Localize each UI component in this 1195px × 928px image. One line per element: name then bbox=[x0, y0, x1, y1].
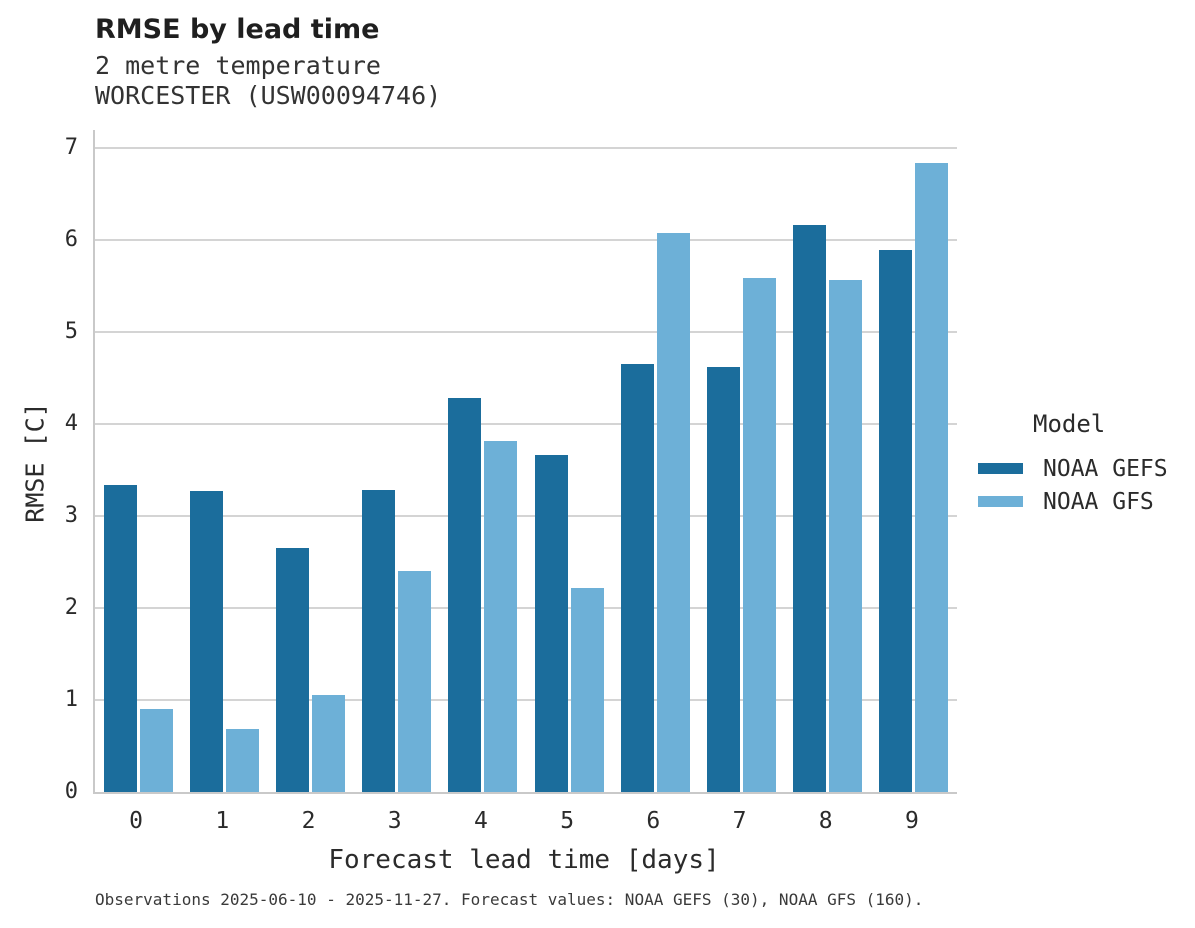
bar-noaa-gefs-lead-7 bbox=[707, 367, 741, 792]
x-axis-title: Forecast lead time [days] bbox=[328, 845, 720, 875]
bar-group-0 bbox=[95, 130, 181, 792]
gridline-y-2 bbox=[95, 607, 957, 610]
y-tick-label-5: 5 bbox=[64, 319, 78, 345]
chart-subtitle-station: WORCESTER (USW00094746) bbox=[95, 81, 442, 110]
gridline-y-6 bbox=[95, 239, 957, 242]
legend-entry-gfs: NOAA GFS bbox=[978, 485, 1168, 518]
bar-noaa-gfs-lead-6 bbox=[656, 232, 690, 792]
bar-noaa-gfs-lead-1 bbox=[225, 729, 259, 792]
bar-noaa-gefs-lead-0 bbox=[103, 484, 137, 792]
bar-group-6 bbox=[612, 130, 698, 792]
gridline-y-7 bbox=[95, 147, 957, 150]
x-tick-label-8: 8 bbox=[818, 808, 833, 834]
legend: Model NOAA GEFS NOAA GFS bbox=[978, 410, 1168, 518]
bar-noaa-gefs-lead-6 bbox=[620, 363, 654, 792]
bar-noaa-gfs-lead-8 bbox=[829, 279, 863, 792]
bar-noaa-gefs-lead-5 bbox=[534, 454, 568, 792]
legend-swatch-gefs bbox=[978, 463, 1023, 474]
bar-noaa-gefs-lead-1 bbox=[189, 491, 223, 792]
bar-noaa-gfs-lead-9 bbox=[915, 163, 949, 792]
x-tick-label-2: 2 bbox=[301, 808, 316, 834]
bar-noaa-gfs-lead-4 bbox=[484, 440, 518, 792]
x-tick-label-9: 9 bbox=[905, 808, 919, 834]
gridline-y-3 bbox=[95, 515, 957, 518]
x-tick-label-1: 1 bbox=[215, 808, 230, 834]
legend-label-gefs: NOAA GEFS bbox=[1043, 455, 1168, 482]
bar-noaa-gefs-lead-4 bbox=[448, 398, 482, 792]
bar-noaa-gefs-lead-8 bbox=[793, 224, 827, 792]
legend-entry-gefs: NOAA GEFS bbox=[978, 452, 1168, 485]
gridline-y-1 bbox=[95, 699, 957, 702]
bar-noaa-gefs-lead-2 bbox=[276, 548, 309, 792]
bar-noaa-gefs-lead-3 bbox=[362, 489, 396, 792]
x-tick-label-7: 7 bbox=[732, 808, 747, 834]
chart-subtitle-variable: 2 metre temperature bbox=[95, 51, 381, 80]
x-tick-label-5: 5 bbox=[560, 808, 575, 834]
y-tick-label-1: 1 bbox=[64, 687, 78, 713]
bar-group-1 bbox=[181, 130, 267, 792]
y-axis-title: RMSE [C] bbox=[20, 402, 50, 523]
bar-group-5 bbox=[526, 130, 612, 792]
bar-noaa-gefs-lead-9 bbox=[879, 249, 913, 792]
bar-group-9 bbox=[871, 130, 957, 792]
legend-title: Model bbox=[1033, 410, 1106, 438]
footnote-caption: Observations 2025-06-10 - 2025-11-27. Fo… bbox=[95, 890, 924, 909]
bar-group-7 bbox=[698, 130, 784, 792]
bar-groups bbox=[95, 130, 957, 792]
x-tick-label-3: 3 bbox=[387, 808, 402, 834]
bar-group-4 bbox=[440, 130, 526, 792]
gridline-y-5 bbox=[95, 331, 957, 334]
chart-title: RMSE by lead time bbox=[95, 14, 380, 45]
y-tick-label-2: 2 bbox=[64, 595, 78, 621]
bar-noaa-gfs-lead-2 bbox=[312, 695, 345, 792]
bar-noaa-gfs-lead-7 bbox=[743, 278, 777, 792]
bar-noaa-gfs-lead-3 bbox=[398, 571, 432, 792]
gridline-y-4 bbox=[95, 423, 957, 426]
legend-swatch-gfs bbox=[978, 496, 1023, 507]
bar-noaa-gfs-lead-0 bbox=[139, 709, 173, 792]
x-tick-label-0: 0 bbox=[129, 808, 144, 834]
y-tick-label-0: 0 bbox=[64, 779, 78, 804]
x-axis-ticks: 0 1 2 3 4 5 6 7 8 9 bbox=[93, 808, 955, 834]
bar-group-3 bbox=[354, 130, 440, 792]
y-tick-label-7: 7 bbox=[64, 135, 78, 161]
x-tick-label-4: 4 bbox=[473, 808, 488, 834]
x-tick-label-6: 6 bbox=[646, 808, 661, 834]
bar-noaa-gfs-lead-5 bbox=[570, 587, 604, 792]
legend-label-gfs: NOAA GFS bbox=[1043, 488, 1154, 515]
y-tick-label-3: 3 bbox=[64, 503, 78, 529]
plot-area bbox=[93, 130, 957, 794]
bar-group-8 bbox=[785, 130, 871, 792]
bar-group-2 bbox=[267, 130, 353, 792]
y-tick-label-6: 6 bbox=[64, 227, 78, 253]
y-tick-label-4: 4 bbox=[64, 411, 78, 437]
